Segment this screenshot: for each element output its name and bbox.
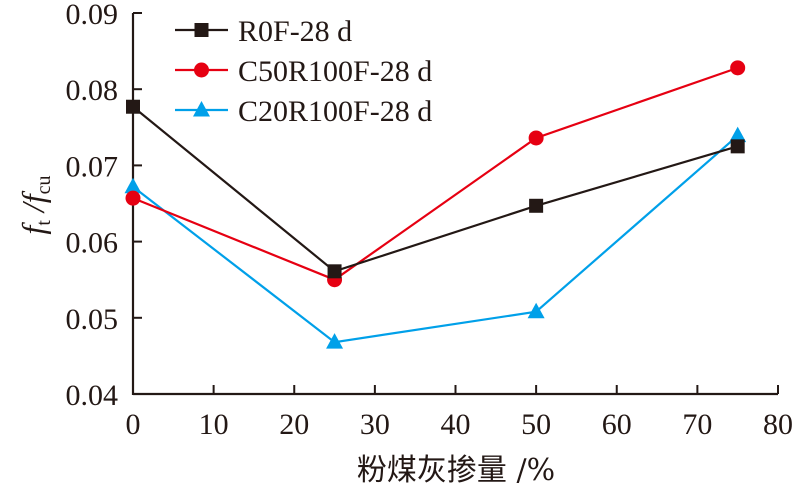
legend-item: R0F-28 d <box>175 15 352 48</box>
data-point <box>730 139 745 154</box>
data-point <box>326 333 344 349</box>
legend-marker-triangle <box>193 101 210 117</box>
legend-label: C50R100F-28 d <box>238 55 432 88</box>
y-tick-label: 0.09 <box>66 0 119 31</box>
x-tick-label: 70 <box>682 408 712 441</box>
y-tick-label: 0.04 <box>66 379 119 412</box>
series-markers-square <box>126 99 745 279</box>
y-tick-label: 0.08 <box>66 74 119 107</box>
x-tick-label: 10 <box>199 408 229 441</box>
x-tick-label: 60 <box>602 408 632 441</box>
data-point <box>529 198 544 213</box>
x-tick-label: 40 <box>441 408 471 441</box>
y-label-sub2: cu <box>33 175 55 194</box>
series-circle <box>132 66 739 281</box>
legend-marker-square <box>194 23 209 37</box>
x-tick-label: 80 <box>763 408 793 441</box>
x-tick-label: 0 <box>126 408 141 441</box>
series-line <box>132 105 738 273</box>
data-point <box>729 126 747 143</box>
series-square <box>132 105 738 273</box>
data-point <box>527 302 545 319</box>
series-line <box>132 66 739 281</box>
data-point <box>327 264 342 279</box>
x-tick-label: 30 <box>360 408 390 441</box>
series-markers-triangle <box>124 126 747 349</box>
series-line <box>132 134 739 344</box>
y-tick-label: 0.05 <box>66 303 119 336</box>
data-point <box>126 99 140 114</box>
y-axis-title: ft /fcu <box>15 175 55 234</box>
data-point <box>124 177 142 194</box>
series-markers-circle <box>125 60 746 288</box>
legend: R0F-28 d C50R100F-28 d C20R100F-28 d <box>175 15 432 128</box>
series-group <box>124 60 747 349</box>
x-axis-title: 粉煤灰掺量 /% <box>357 453 555 488</box>
x-tick-label: 50 <box>521 408 551 441</box>
y-tick-label: 0.06 <box>66 227 119 260</box>
y-label-sub1: t <box>33 220 55 226</box>
series-triangle <box>132 134 739 344</box>
y-label-sep: / <box>15 200 51 220</box>
axes: 0 10 20 30 40 50 60 70 80 0.04 0.05 0.06 0.07 0.08 0.0… <box>66 0 794 441</box>
y-axis-title-text: ft /fcu <box>15 175 55 234</box>
data-point <box>730 60 746 76</box>
legend-label: C20R100F-28 d <box>238 95 432 128</box>
legend-item: C20R100F-28 d <box>175 95 432 128</box>
data-point <box>125 190 141 206</box>
x-tick-label: 20 <box>279 408 309 441</box>
legend-item: C50R100F-28 d <box>175 55 432 88</box>
legend-marker-circle <box>194 62 209 78</box>
y-tick-label: 0.07 <box>66 150 119 183</box>
data-point <box>528 130 544 146</box>
legend-label: R0F-28 d <box>238 15 352 48</box>
